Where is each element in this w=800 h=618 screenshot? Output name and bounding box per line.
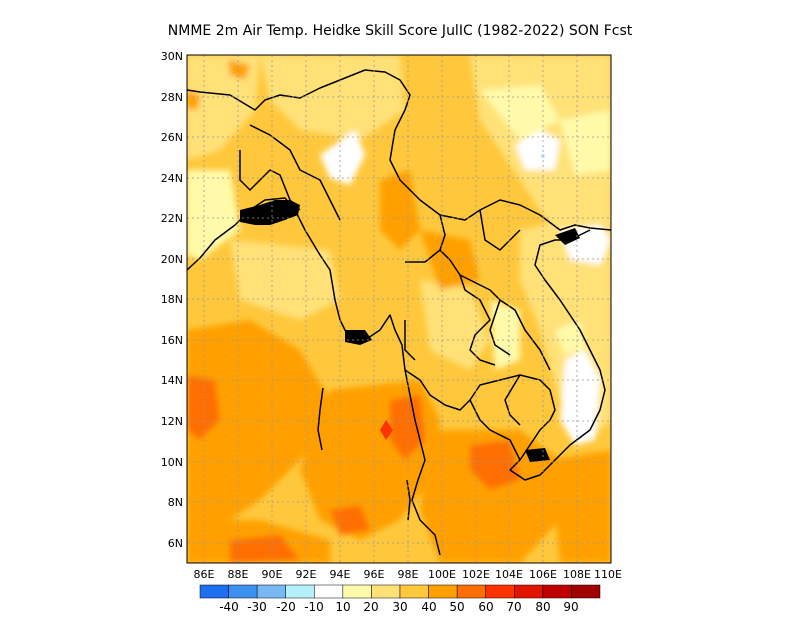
lat-tick-label: 12N — [161, 415, 183, 428]
colorbar-swatch — [199, 584, 229, 599]
colorbar-label: -20 — [276, 600, 296, 614]
lat-tick-label: 6N — [168, 537, 183, 550]
colorbar-swatch — [399, 584, 429, 599]
colorbar-label: -40 — [219, 600, 239, 614]
lat-tick-label: 26N — [161, 131, 183, 144]
colorbar-label: -10 — [304, 600, 324, 614]
colorbar-label: 80 — [535, 600, 550, 614]
lon-tick-label: 86E — [194, 568, 215, 581]
colorbar-label: 30 — [392, 600, 407, 614]
colorbar-swatch — [514, 584, 544, 599]
coastlines — [187, 69, 611, 556]
colorbar-label: -30 — [247, 600, 267, 614]
lat-axis: 6N 8N 10N 12N 14N 16N 18N 20N 22N 24N 26… — [161, 50, 183, 550]
colorbar-label: 20 — [363, 600, 378, 614]
colorbar-swatch — [228, 584, 258, 599]
colorbar-swatch — [342, 584, 372, 599]
lat-tick-label: 30N — [161, 50, 183, 63]
colorbar-swatch — [428, 584, 458, 599]
lon-tick-label: 94E — [330, 568, 351, 581]
colorbar-swatch — [314, 584, 344, 599]
colorbar-label: 10 — [335, 600, 350, 614]
map-frame — [186, 54, 612, 564]
colorbar-swatch — [371, 584, 401, 599]
lon-tick-label: 90E — [262, 568, 283, 581]
colorbar-swatch — [485, 584, 515, 599]
colorbar-swatch — [542, 584, 572, 599]
lat-tick-label: 24N — [161, 172, 183, 185]
rivers-delta — [240, 200, 580, 462]
colorbar-label: 70 — [506, 600, 521, 614]
colorbar-labels: -40 -30 -20 -10 10 20 30 40 50 60 70 80 … — [219, 600, 578, 614]
lat-tick-label: 18N — [161, 293, 183, 306]
lat-tick-label: 14N — [161, 374, 183, 387]
lat-tick-label: 16N — [161, 334, 183, 347]
map-title: NMME 2m Air Temp. Heidke Skill Score Jul… — [168, 23, 633, 39]
colorbar — [199, 584, 601, 599]
colorbar-label: 40 — [421, 600, 436, 614]
lat-tick-label: 22N — [161, 212, 183, 225]
lat-tick-label: 8N — [168, 496, 183, 509]
lat-tick-label: 28N — [161, 91, 183, 104]
colorbar-swatch — [256, 584, 286, 599]
lat-tick-label: 20N — [161, 253, 183, 266]
lon-axis: 86E 88E 90E 92E 94E 96E 98E 100E 102E 10… — [194, 568, 622, 581]
lon-tick-label: 92E — [296, 568, 317, 581]
lat-tick-label: 10N — [161, 456, 183, 469]
colorbar-swatch — [571, 584, 601, 599]
lon-tick-label: 96E — [364, 568, 385, 581]
lon-tick-label: 104E — [495, 568, 523, 581]
colorbar-swatch — [285, 584, 315, 599]
lon-tick-label: 102E — [462, 568, 490, 581]
lon-tick-label: 100E — [428, 568, 456, 581]
lon-tick-label: 106E — [529, 568, 557, 581]
lon-tick-label: 110E — [594, 568, 622, 581]
lon-tick-label: 98E — [398, 568, 419, 581]
colorbar-label: 60 — [478, 600, 493, 614]
colorbar-label: 50 — [449, 600, 464, 614]
lon-tick-label: 108E — [563, 568, 591, 581]
colorbar-label: 90 — [563, 600, 578, 614]
grid-lines — [187, 55, 611, 563]
colorbar-swatch — [456, 584, 486, 599]
lon-tick-label: 88E — [228, 568, 249, 581]
heatmap-field — [187, 55, 611, 563]
